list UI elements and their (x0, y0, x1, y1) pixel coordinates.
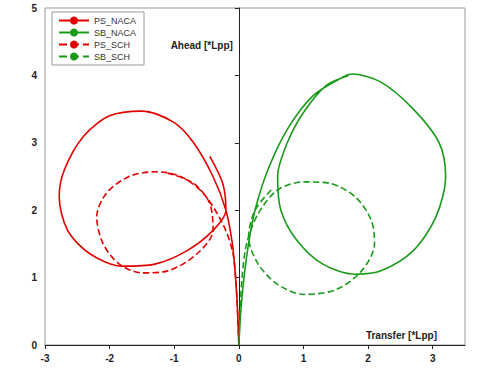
svg-text:3: 3 (31, 137, 37, 148)
svg-text:PS_SCH: PS_SCH (94, 40, 130, 50)
svg-text:3: 3 (430, 353, 436, 364)
svg-text:2: 2 (31, 205, 37, 216)
svg-text:-1: -1 (170, 353, 179, 364)
svg-text:SB_SCH: SB_SCH (94, 52, 130, 62)
svg-text:1: 1 (31, 272, 37, 283)
svg-text:5: 5 (31, 3, 37, 14)
svg-text:Transfer [*Lpp]: Transfer [*Lpp] (366, 330, 437, 341)
svg-text:0: 0 (31, 340, 37, 351)
svg-text:0: 0 (236, 353, 242, 364)
svg-text:1: 1 (301, 353, 307, 364)
svg-text:4: 4 (31, 70, 37, 81)
svg-text:-2: -2 (105, 353, 114, 364)
svg-text:SB_NACA: SB_NACA (94, 28, 136, 38)
svg-text:2: 2 (365, 353, 371, 364)
svg-text:PS_NACA: PS_NACA (94, 16, 136, 26)
svg-text:-3: -3 (41, 353, 50, 364)
svg-text:Ahead [*Lpp]: Ahead [*Lpp] (171, 40, 233, 51)
